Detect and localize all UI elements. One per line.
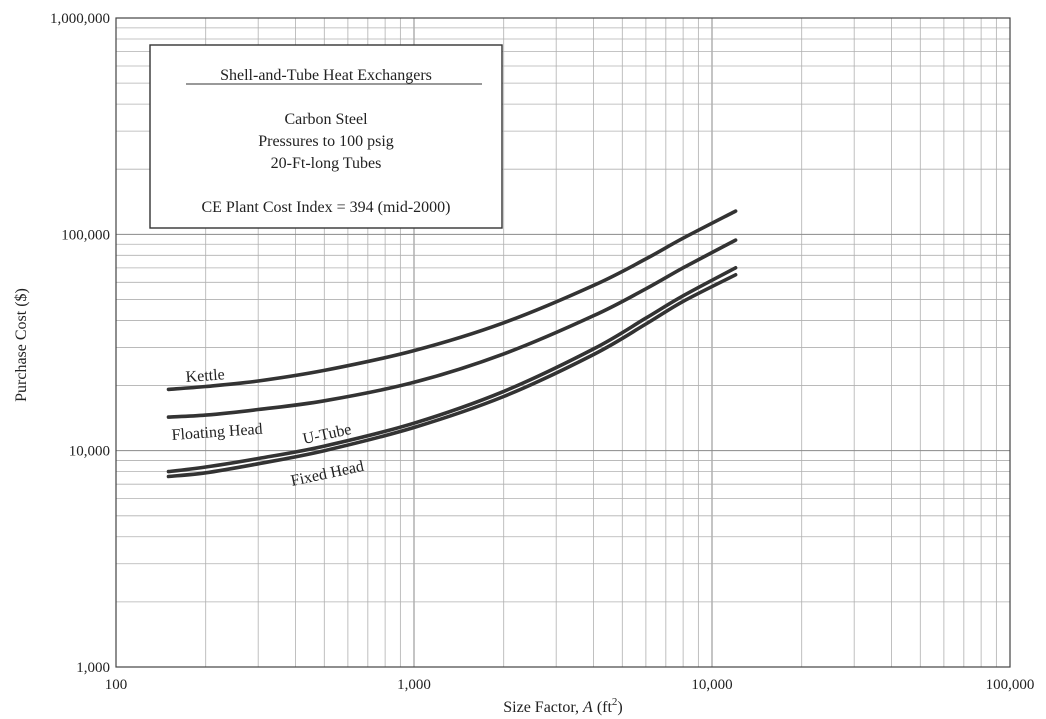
series-label-kettle: Kettle <box>185 366 225 386</box>
series-line-u-tube <box>166 266 738 474</box>
annotation-line-material: Carbon Steel <box>284 111 368 128</box>
y-tick-label: 1,000 <box>76 660 110 676</box>
series-line-kettle <box>166 209 738 392</box>
series-label-floating-head: Floating Head <box>171 421 263 444</box>
x-axis-title-variable: A <box>582 699 593 716</box>
x-axis-title-unit: (ft <box>593 699 613 716</box>
x-axis-title-text: Size Factor, <box>503 699 583 716</box>
y-tick-label: 10,000 <box>69 444 110 460</box>
y-tick-label: 1,000,000 <box>50 11 110 27</box>
x-axis-title: Size Factor, A (ft2) <box>503 696 623 716</box>
annotation-line-tubes: 20-Ft-long Tubes <box>271 155 382 172</box>
x-tick-label: 100 <box>105 677 128 693</box>
series-line-floating-head <box>166 238 738 419</box>
annotation-cost-index: CE Plant Cost Index = 394 (mid-2000) <box>201 199 450 216</box>
annotation-box: Shell-and-Tube Heat Exchangers Carbon St… <box>149 44 503 229</box>
y-axis-title: Purchase Cost ($) <box>13 288 30 402</box>
tick-labels: 100 1,000 10,000 100,0001,00010,000100,0001… <box>50 11 1034 693</box>
x-axis-title-exponent: 2 <box>612 696 618 708</box>
x-tick-label: 100,000 <box>986 677 1035 693</box>
series-label-fixed-head: Fixed Head <box>289 458 365 490</box>
x-tick-label: 10,000 <box>691 677 732 693</box>
annotation-box-frame <box>149 44 503 229</box>
series-line-fixed-head <box>166 273 738 479</box>
annotation-title: Shell-and-Tube Heat Exchangers <box>220 67 432 84</box>
x-axis-title-close: ) <box>617 699 622 716</box>
y-tick-label: 100,000 <box>61 227 110 243</box>
annotation-line-pressure: Pressures to 100 psig <box>258 133 394 150</box>
x-tick-label: 1,000 <box>397 677 431 693</box>
plot-frame <box>115 17 1011 668</box>
curves <box>166 209 738 479</box>
